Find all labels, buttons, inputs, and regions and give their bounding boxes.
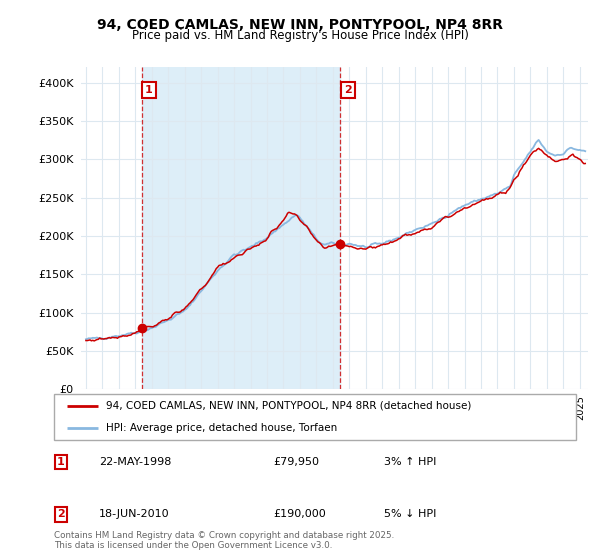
Text: 22-MAY-1998: 22-MAY-1998 — [99, 457, 172, 467]
Text: 94, COED CAMLAS, NEW INN, PONTYPOOL, NP4 8RR: 94, COED CAMLAS, NEW INN, PONTYPOOL, NP4… — [97, 18, 503, 32]
Bar — [142, 67, 340, 389]
Text: 2: 2 — [344, 85, 352, 95]
Text: HPI: Average price, detached house, Torfaen: HPI: Average price, detached house, Torf… — [106, 423, 337, 433]
Text: Contains HM Land Registry data © Crown copyright and database right 2025.
This d: Contains HM Land Registry data © Crown c… — [54, 531, 394, 550]
Text: Price paid vs. HM Land Registry's House Price Index (HPI): Price paid vs. HM Land Registry's House … — [131, 29, 469, 42]
Text: £190,000: £190,000 — [273, 510, 326, 519]
Text: 94, COED CAMLAS, NEW INN, PONTYPOOL, NP4 8RR (detached house): 94, COED CAMLAS, NEW INN, PONTYPOOL, NP4… — [106, 400, 472, 410]
Text: 5% ↓ HPI: 5% ↓ HPI — [384, 510, 436, 519]
Text: 2: 2 — [57, 510, 65, 519]
Text: 18-JUN-2010: 18-JUN-2010 — [99, 510, 170, 519]
FancyBboxPatch shape — [54, 394, 576, 440]
Text: 1: 1 — [145, 85, 152, 95]
Text: 1: 1 — [57, 457, 65, 467]
Text: £79,950: £79,950 — [273, 457, 319, 467]
Text: 3% ↑ HPI: 3% ↑ HPI — [384, 457, 436, 467]
